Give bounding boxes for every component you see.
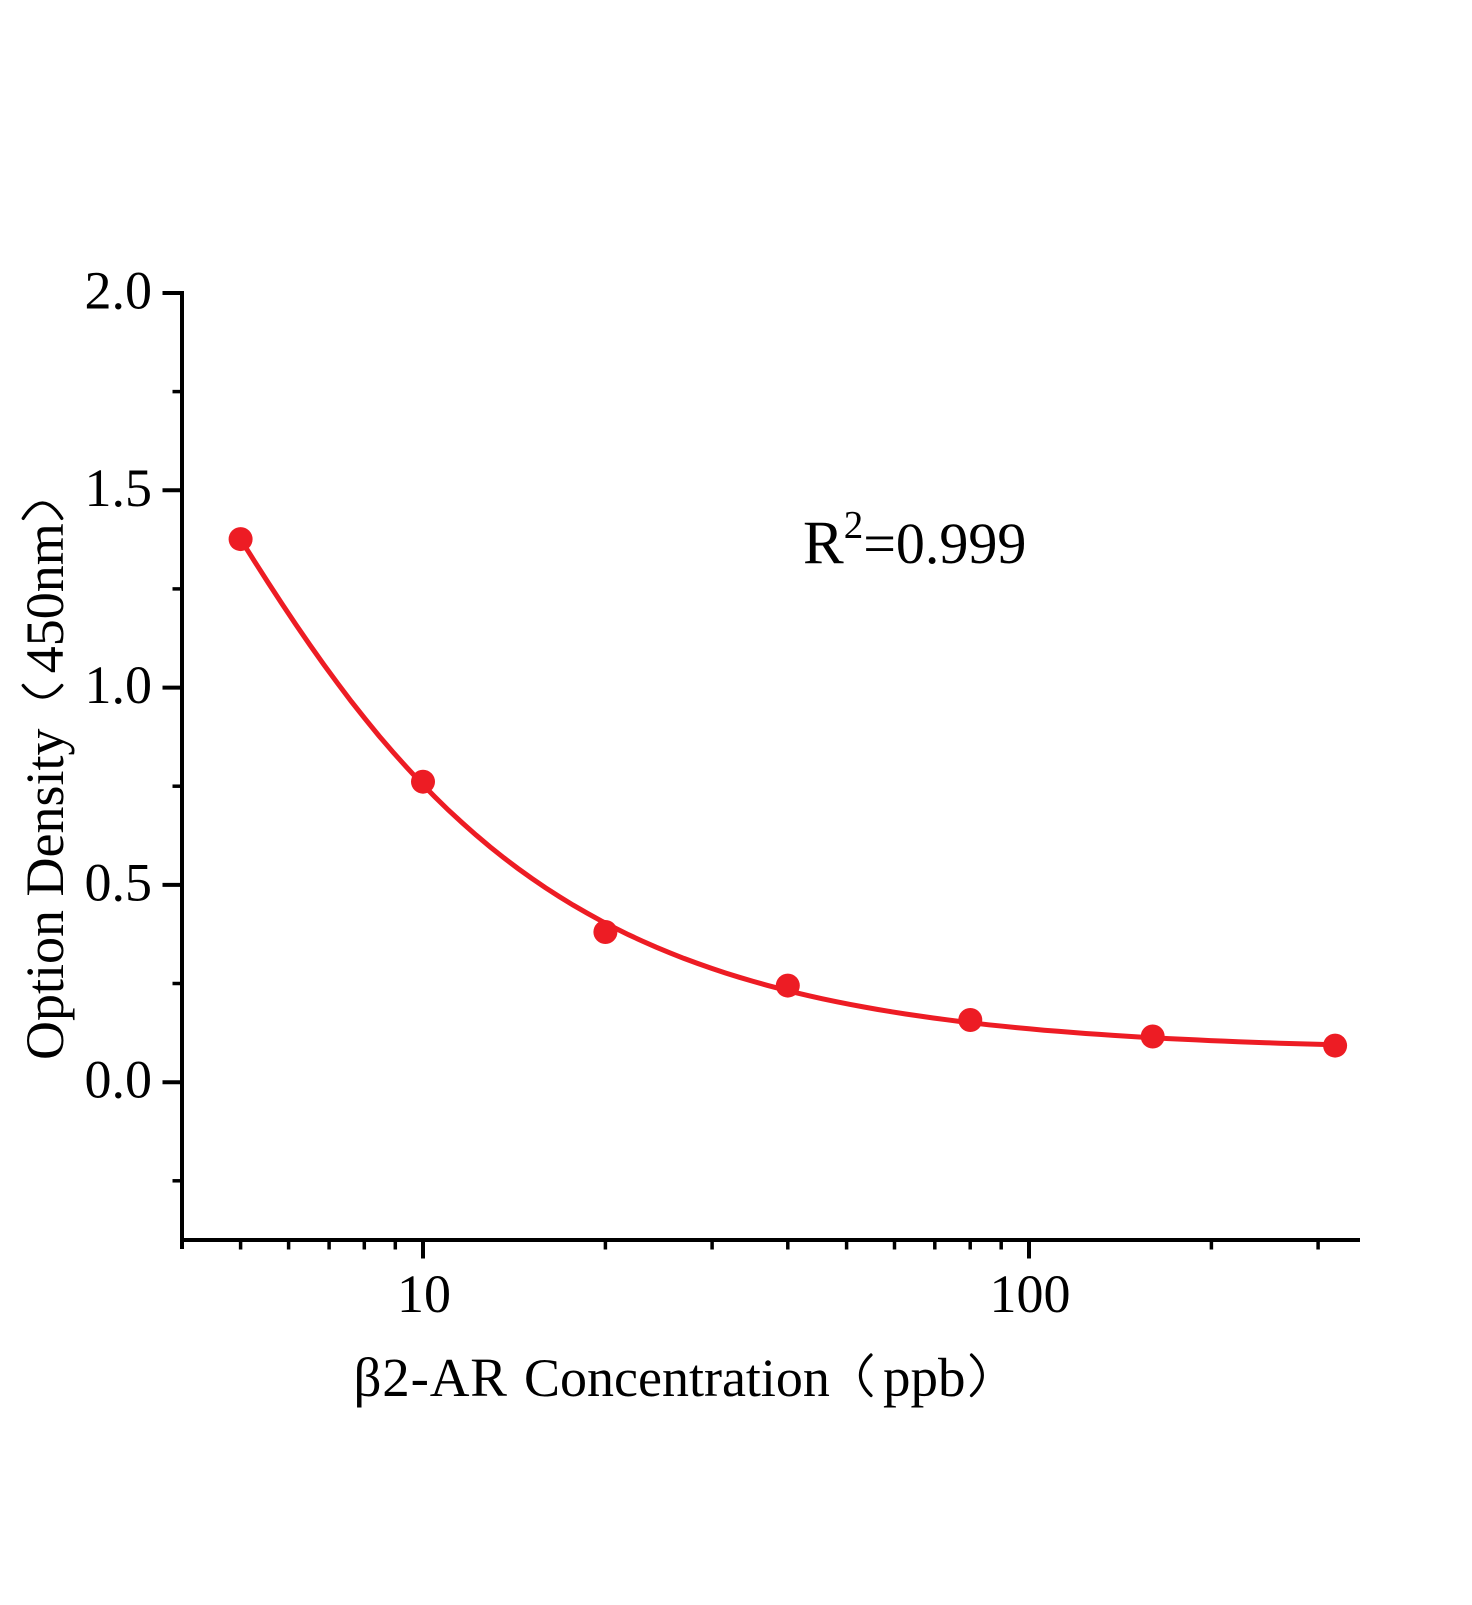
- svg-text:0.0: 0.0: [85, 1050, 153, 1110]
- svg-text:10: 10: [397, 1264, 451, 1324]
- svg-text:R2=0.999: R2=0.999: [803, 504, 1026, 578]
- svg-text:0.5: 0.5: [85, 852, 153, 912]
- svg-text:1.5: 1.5: [85, 458, 153, 518]
- svg-text:1.0: 1.0: [85, 655, 153, 715]
- svg-text:β2-AR: β2-AR: [354, 1347, 508, 1408]
- svg-text:Concentration: Concentration: [524, 1348, 830, 1408]
- svg-text:100: 100: [990, 1264, 1071, 1324]
- svg-text:ppb: ppb: [883, 1347, 966, 1408]
- svg-text:2.0: 2.0: [85, 261, 153, 321]
- svg-text:450nm: 450nm: [15, 523, 75, 673]
- svg-text:Option Density: Option Density: [15, 729, 75, 1061]
